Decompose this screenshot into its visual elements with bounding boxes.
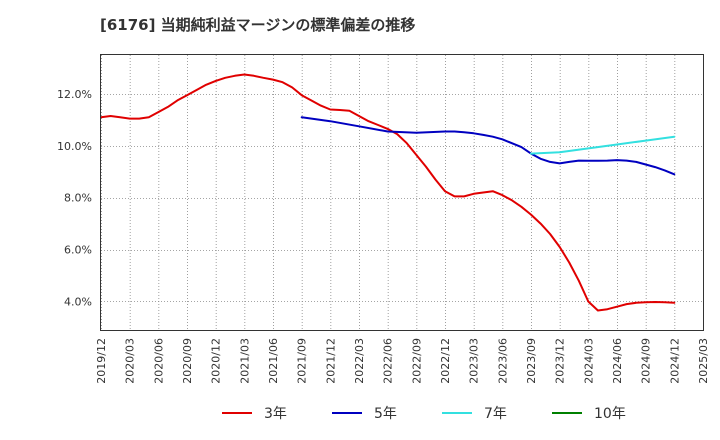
- x-tick-label: 2021/09: [296, 338, 309, 384]
- y-tick-label: 8.0%: [64, 192, 92, 205]
- series-line: [530, 135, 676, 155]
- x-tick-label: 2023/03: [468, 338, 481, 384]
- legend-label: 5年: [374, 406, 397, 422]
- y-tick-label: 6.0%: [64, 244, 92, 257]
- x-tick-label: 2025/03: [697, 338, 710, 384]
- x-tick-label: 2020/09: [181, 338, 194, 384]
- x-tick-label: 2022/09: [410, 338, 423, 384]
- x-tick-label: 2021/06: [267, 338, 280, 384]
- x-tick-label: 2022/03: [353, 338, 366, 384]
- y-tick-label: 12.0%: [57, 88, 92, 101]
- x-tick-label: 2023/06: [496, 338, 509, 384]
- x-tick-label: 2024/06: [611, 338, 624, 384]
- series-line: [100, 73, 676, 312]
- x-axis-ticks: 2019/12 2020/03 2020/06 2020/09 2020/12 2021/…: [95, 338, 710, 384]
- x-tick-label: 2024/03: [582, 338, 595, 384]
- plot-frame: [100, 54, 704, 331]
- y-tick-label: 4.0%: [64, 295, 92, 308]
- x-tick-label: 2021/03: [238, 338, 251, 384]
- y-axis-ticks: 4.0% 6.0% 8.0% 10.0% 12.0%: [57, 88, 92, 309]
- legend: 3年 5年 7年 10年: [222, 406, 626, 422]
- series-line: [300, 116, 676, 176]
- x-tick-label: 2019/12: [95, 338, 108, 384]
- x-tick-label: 2022/12: [439, 338, 452, 384]
- series-lines: [100, 73, 676, 312]
- y-tick-label: 10.0%: [57, 140, 92, 153]
- x-tick-label: 2024/09: [640, 338, 653, 384]
- grid: [101, 55, 704, 330]
- x-tick-label: 2020/06: [152, 338, 165, 384]
- x-tick-label: 2022/06: [382, 338, 395, 384]
- x-tick-label: 2020/12: [210, 338, 223, 384]
- legend-label: 10年: [594, 406, 626, 422]
- x-tick-label: 2021/12: [324, 338, 337, 384]
- x-tick-label: 2023/09: [525, 338, 538, 384]
- x-tick-label: 2024/12: [668, 338, 681, 384]
- legend-label: 3年: [264, 406, 287, 422]
- x-tick-label: 2020/03: [124, 338, 137, 384]
- legend-label: 7年: [484, 406, 507, 422]
- chart-title: [6176] 当期純利益マージンの標準偏差の推移: [100, 16, 416, 34]
- x-tick-label: 2023/12: [554, 338, 567, 384]
